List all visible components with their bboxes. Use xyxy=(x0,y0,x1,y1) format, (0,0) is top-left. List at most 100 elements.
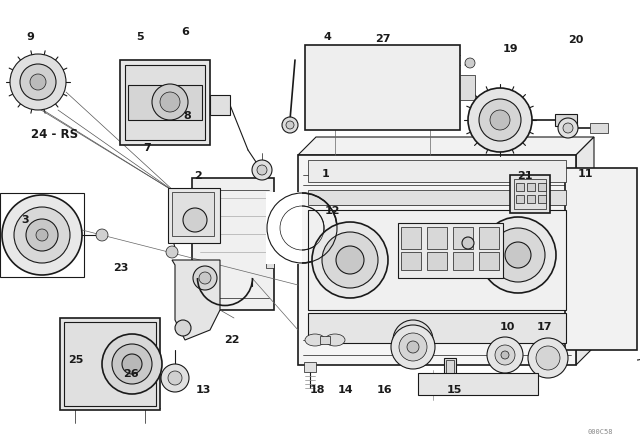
Circle shape xyxy=(487,337,523,373)
Bar xyxy=(510,175,550,213)
Circle shape xyxy=(122,354,142,374)
Circle shape xyxy=(96,229,108,241)
Bar xyxy=(308,160,566,182)
Text: 11: 11 xyxy=(578,169,593,179)
Polygon shape xyxy=(172,260,220,340)
Circle shape xyxy=(479,99,521,141)
Ellipse shape xyxy=(305,334,325,346)
Text: 24 - RS: 24 - RS xyxy=(31,128,78,141)
Text: 2: 2 xyxy=(195,171,202,181)
Bar xyxy=(418,373,538,395)
Circle shape xyxy=(563,123,573,133)
Bar xyxy=(172,192,214,236)
Circle shape xyxy=(558,118,578,138)
Circle shape xyxy=(462,237,474,249)
Circle shape xyxy=(14,207,70,263)
Circle shape xyxy=(183,208,207,232)
Circle shape xyxy=(166,246,178,258)
Bar xyxy=(308,210,566,310)
Text: 23: 23 xyxy=(113,263,128,273)
Circle shape xyxy=(312,222,388,298)
Circle shape xyxy=(20,64,56,100)
Circle shape xyxy=(168,371,182,385)
Circle shape xyxy=(336,246,364,274)
Bar xyxy=(479,227,499,249)
Circle shape xyxy=(26,219,58,251)
Text: 9: 9 xyxy=(27,32,35,42)
Bar xyxy=(401,227,421,249)
Circle shape xyxy=(175,320,191,336)
Text: 22: 22 xyxy=(224,335,239,345)
Circle shape xyxy=(10,54,66,110)
Circle shape xyxy=(490,110,510,130)
Text: 8: 8 xyxy=(184,111,191,121)
Bar xyxy=(305,45,460,130)
Text: 5: 5 xyxy=(136,32,143,42)
Bar xyxy=(427,252,447,270)
Bar xyxy=(398,223,503,278)
Bar xyxy=(538,183,546,191)
Text: 20: 20 xyxy=(568,35,584,45)
Text: 15: 15 xyxy=(447,385,462,395)
Circle shape xyxy=(2,195,82,275)
Circle shape xyxy=(480,217,556,293)
Circle shape xyxy=(407,341,419,353)
Circle shape xyxy=(30,74,46,90)
Bar xyxy=(460,75,475,100)
Circle shape xyxy=(252,160,272,180)
Circle shape xyxy=(491,228,545,282)
Circle shape xyxy=(36,229,48,241)
Bar xyxy=(401,252,421,270)
Text: 26: 26 xyxy=(124,369,139,379)
Bar xyxy=(565,168,637,350)
Bar xyxy=(266,192,302,264)
Bar xyxy=(527,195,535,203)
Circle shape xyxy=(199,272,211,284)
Bar xyxy=(516,195,524,203)
Text: 10: 10 xyxy=(499,322,515,332)
Circle shape xyxy=(102,334,162,394)
Text: 16: 16 xyxy=(376,385,392,395)
Circle shape xyxy=(528,338,568,378)
Bar xyxy=(538,195,546,203)
Circle shape xyxy=(401,328,425,352)
Circle shape xyxy=(505,242,531,268)
Text: 7: 7 xyxy=(143,143,151,153)
Circle shape xyxy=(286,121,294,129)
Bar xyxy=(444,358,456,378)
Text: 14: 14 xyxy=(338,385,353,395)
Circle shape xyxy=(257,165,267,175)
Circle shape xyxy=(161,364,189,392)
Circle shape xyxy=(391,325,435,369)
Bar xyxy=(304,362,316,372)
Text: 19: 19 xyxy=(503,44,518,54)
Bar xyxy=(128,85,202,120)
Bar xyxy=(60,318,160,410)
Bar xyxy=(427,227,447,249)
Circle shape xyxy=(468,88,532,152)
Text: 17: 17 xyxy=(536,322,552,332)
Bar xyxy=(590,123,608,133)
Bar xyxy=(555,114,577,126)
Circle shape xyxy=(495,345,515,365)
Polygon shape xyxy=(576,137,594,365)
Bar xyxy=(168,188,220,243)
Bar xyxy=(125,65,205,140)
Text: 12: 12 xyxy=(325,207,340,216)
Circle shape xyxy=(465,58,475,68)
Text: 000C58: 000C58 xyxy=(588,429,612,435)
Circle shape xyxy=(322,232,378,288)
Text: 4: 4 xyxy=(324,32,332,42)
Circle shape xyxy=(112,344,152,384)
Bar xyxy=(320,336,330,344)
Bar xyxy=(298,155,576,365)
Bar xyxy=(308,313,566,343)
Text: 13: 13 xyxy=(196,385,211,395)
Text: 25: 25 xyxy=(68,355,83,365)
Bar xyxy=(446,360,454,376)
Bar xyxy=(64,322,156,406)
Bar xyxy=(266,218,274,268)
Circle shape xyxy=(399,333,427,361)
Bar xyxy=(308,190,566,205)
Bar xyxy=(120,60,210,145)
